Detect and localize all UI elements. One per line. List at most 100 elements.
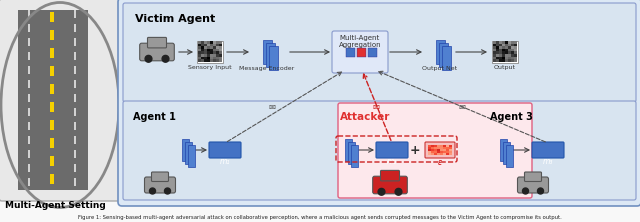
FancyBboxPatch shape <box>381 170 399 181</box>
Text: ε: ε <box>438 158 442 167</box>
FancyBboxPatch shape <box>140 43 174 61</box>
Bar <box>50 156 54 166</box>
Bar <box>50 48 54 58</box>
Bar <box>74 150 76 158</box>
Bar <box>50 66 54 76</box>
Bar <box>74 10 76 18</box>
Bar <box>50 120 54 130</box>
Circle shape <box>150 188 156 194</box>
FancyBboxPatch shape <box>262 40 271 64</box>
FancyBboxPatch shape <box>184 142 191 164</box>
FancyBboxPatch shape <box>188 145 195 167</box>
Text: Agent 3: Agent 3 <box>490 112 533 122</box>
FancyBboxPatch shape <box>506 145 513 167</box>
FancyBboxPatch shape <box>532 142 564 158</box>
Text: m₃: m₃ <box>543 157 553 166</box>
Text: Sensory Input: Sensory Input <box>188 65 232 70</box>
FancyBboxPatch shape <box>438 43 447 67</box>
FancyBboxPatch shape <box>435 40 445 64</box>
FancyBboxPatch shape <box>269 46 278 70</box>
FancyBboxPatch shape <box>123 101 636 200</box>
Text: Figure 1: Sensing-based multi-agent adversarial attack on collaborative percepti: Figure 1: Sensing-based multi-agent adve… <box>78 215 562 220</box>
Bar <box>28 122 30 130</box>
FancyBboxPatch shape <box>145 177 175 193</box>
Bar <box>74 38 76 46</box>
Circle shape <box>164 188 170 194</box>
FancyBboxPatch shape <box>123 3 636 102</box>
Bar <box>74 52 76 60</box>
Bar <box>18 10 88 190</box>
Bar <box>28 108 30 116</box>
Circle shape <box>145 56 152 62</box>
Bar <box>74 136 76 144</box>
Bar <box>28 66 30 74</box>
Bar <box>28 10 30 18</box>
FancyBboxPatch shape <box>348 142 355 164</box>
Text: Multi-Agent Setting: Multi-Agent Setting <box>5 201 106 210</box>
Bar <box>50 30 54 40</box>
Bar <box>28 52 30 60</box>
Bar <box>50 12 54 22</box>
FancyBboxPatch shape <box>344 139 351 161</box>
Bar <box>28 178 30 186</box>
FancyBboxPatch shape <box>372 176 407 194</box>
Bar <box>74 66 76 74</box>
Circle shape <box>162 56 169 62</box>
Text: Output Net: Output Net <box>422 66 458 71</box>
Text: +: + <box>410 143 420 157</box>
FancyBboxPatch shape <box>338 103 532 198</box>
FancyBboxPatch shape <box>197 41 223 63</box>
Text: Agent 1: Agent 1 <box>133 112 176 122</box>
FancyBboxPatch shape <box>518 177 548 193</box>
Circle shape <box>378 188 385 195</box>
Bar <box>74 164 76 172</box>
Bar <box>28 150 30 158</box>
FancyBboxPatch shape <box>332 31 388 73</box>
FancyBboxPatch shape <box>351 145 358 167</box>
Bar <box>50 84 54 94</box>
Text: Attacker: Attacker <box>340 112 390 122</box>
Text: m₁: m₁ <box>220 157 230 166</box>
Bar <box>50 138 54 148</box>
Bar <box>50 102 54 112</box>
Circle shape <box>395 188 402 195</box>
Text: ✉: ✉ <box>372 103 380 111</box>
Text: Multi-Agent
Aggregation: Multi-Agent Aggregation <box>339 35 381 48</box>
FancyBboxPatch shape <box>266 43 275 67</box>
FancyBboxPatch shape <box>442 46 451 70</box>
Bar <box>28 94 30 102</box>
Text: Message Encoder: Message Encoder <box>239 66 294 71</box>
FancyBboxPatch shape <box>152 172 168 182</box>
Bar <box>28 164 30 172</box>
Bar <box>28 80 30 88</box>
Bar <box>74 24 76 32</box>
FancyBboxPatch shape <box>499 139 506 161</box>
FancyBboxPatch shape <box>492 41 518 63</box>
Circle shape <box>522 188 529 194</box>
Bar <box>28 24 30 32</box>
FancyBboxPatch shape <box>209 142 241 158</box>
Bar <box>74 80 76 88</box>
Circle shape <box>538 188 543 194</box>
Bar <box>74 108 76 116</box>
FancyBboxPatch shape <box>368 48 377 57</box>
FancyBboxPatch shape <box>182 139 189 161</box>
Bar <box>74 94 76 102</box>
FancyBboxPatch shape <box>502 142 509 164</box>
Text: Output: Output <box>494 65 516 70</box>
Bar <box>74 122 76 130</box>
FancyBboxPatch shape <box>346 48 355 57</box>
Text: m₂: m₂ <box>387 157 397 166</box>
Bar <box>28 38 30 46</box>
Text: Victim Agent: Victim Agent <box>135 14 215 24</box>
Text: ✉: ✉ <box>458 103 465 111</box>
FancyBboxPatch shape <box>118 0 640 206</box>
FancyBboxPatch shape <box>0 0 123 201</box>
FancyBboxPatch shape <box>357 48 366 57</box>
FancyBboxPatch shape <box>147 37 166 48</box>
Bar <box>28 136 30 144</box>
FancyBboxPatch shape <box>376 142 408 158</box>
Text: ✉: ✉ <box>269 103 275 111</box>
FancyBboxPatch shape <box>425 142 455 158</box>
FancyBboxPatch shape <box>525 172 541 182</box>
